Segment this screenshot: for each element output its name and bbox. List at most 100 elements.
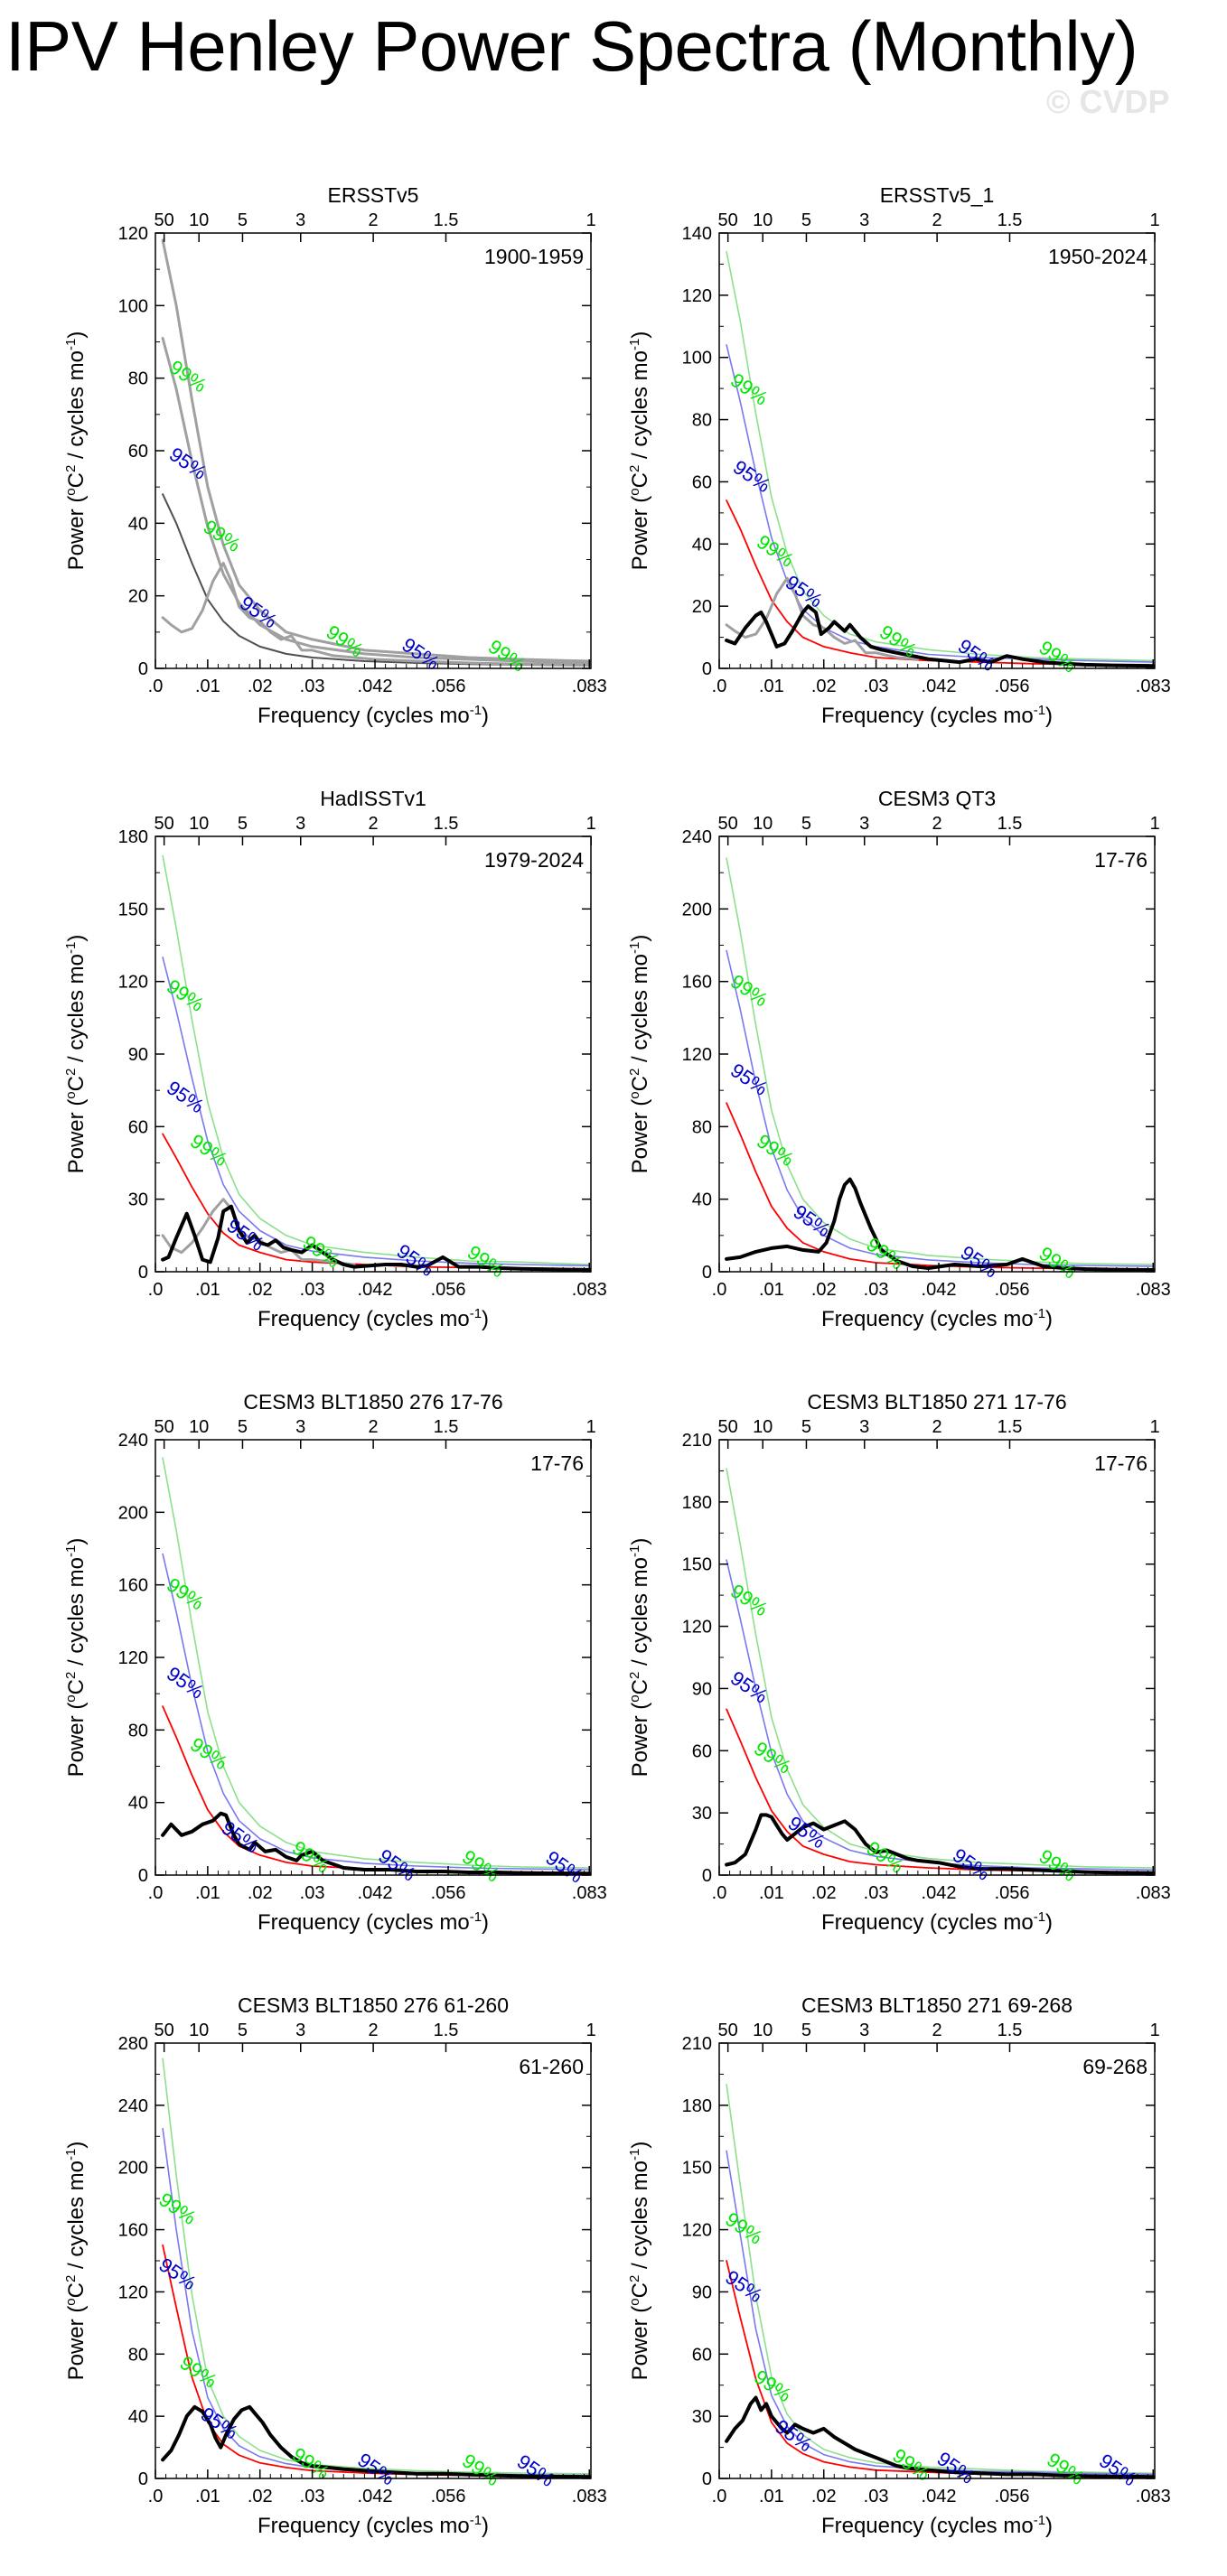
significance-label-95: 95% bbox=[374, 1844, 419, 1886]
top-tick-label: 50 bbox=[155, 210, 174, 230]
top-tick-label: 1.5 bbox=[998, 814, 1023, 834]
panel-period: 69-268 bbox=[1082, 2055, 1147, 2078]
significance-label-99: 99% bbox=[1035, 636, 1080, 677]
y-tick-label: 180 bbox=[682, 2096, 712, 2116]
significance-label-99: 99% bbox=[484, 635, 529, 677]
significance-label-99: 99% bbox=[163, 1573, 208, 1615]
significance-label-95: 95% bbox=[721, 2265, 766, 2307]
y-tick-label: 120 bbox=[118, 973, 148, 993]
x-tick-label: .03 bbox=[300, 677, 325, 696]
panel-period: 17-76 bbox=[1094, 1451, 1147, 1475]
significance-label-95: 95% bbox=[726, 1059, 772, 1100]
significance-label-99: 99% bbox=[753, 1129, 798, 1171]
y-tick-label: 20 bbox=[128, 587, 148, 607]
y-tick-label: 240 bbox=[682, 827, 712, 847]
top-tick-label: 10 bbox=[189, 1417, 209, 1437]
significance-label-95: 95% bbox=[949, 1843, 994, 1885]
top-tick-label: 5 bbox=[801, 2021, 811, 2040]
y-tick-label: 60 bbox=[692, 1741, 712, 1761]
plot-frame bbox=[718, 835, 1156, 1273]
x-axis-label: Frequency (cycles mo-1) bbox=[258, 703, 489, 728]
series-spectrum bbox=[161, 2404, 591, 2478]
x-tick-label: .042 bbox=[358, 2487, 393, 2506]
y-axis-label: Power (oC2 / cycles mo-1) bbox=[627, 2142, 652, 2381]
panel-period: 17-76 bbox=[1094, 848, 1147, 872]
top-tick-label: 2 bbox=[932, 2021, 942, 2040]
spectrum-panel-2: 99%95%99%95%99% 95% 99%.0.01.02.03.042.056… bbox=[627, 183, 1171, 728]
top-tick-label: 1.5 bbox=[434, 1417, 459, 1437]
x-axis-label: Frequency (cycles mo-1) bbox=[821, 1306, 1053, 1331]
significance-label-95: 95% bbox=[163, 1077, 208, 1118]
y-axis-label: Power (oC2 / cycles mo-1) bbox=[63, 331, 89, 571]
x-tick-label: .02 bbox=[811, 1883, 837, 1903]
x-axis-label: Frequency (cycles mo-1) bbox=[821, 1909, 1053, 1935]
top-tick-label: 3 bbox=[859, 210, 869, 230]
x-tick-label: .03 bbox=[864, 1280, 889, 1300]
y-tick-label: 90 bbox=[692, 1679, 712, 1699]
significance-label-95: 95% bbox=[782, 571, 827, 612]
series-99-confidence bbox=[162, 2058, 591, 2475]
y-tick-label: 120 bbox=[118, 224, 148, 244]
panel-title: ERSSTv5_1 bbox=[880, 183, 995, 207]
significance-label-95: 95% bbox=[1095, 2450, 1140, 2491]
significance-label-99: 99% bbox=[1035, 1242, 1080, 1283]
panel-period: 17-76 bbox=[530, 1451, 584, 1475]
x-tick-label: .083 bbox=[1136, 677, 1171, 696]
top-tick-label: 1 bbox=[586, 814, 596, 834]
significance-label-99: 99% bbox=[862, 1233, 907, 1274]
top-tick-label: 50 bbox=[718, 1417, 738, 1437]
y-tick-label: 60 bbox=[128, 442, 148, 462]
x-axis-label: Frequency (cycles mo-1) bbox=[258, 2513, 489, 2538]
series-obs-ref bbox=[161, 1198, 356, 1266]
spectrum-panel-4: 99%95%99%95%99% 95% 99%.0.01.02.03.042.056… bbox=[627, 787, 1171, 1331]
x-tick-label: .0 bbox=[148, 2487, 164, 2506]
x-tick-label: .056 bbox=[431, 1280, 466, 1300]
series-95-confidence bbox=[162, 957, 591, 1267]
top-tick-label: 5 bbox=[238, 1417, 248, 1437]
series-obs-ref bbox=[725, 576, 920, 661]
x-tick-label: .02 bbox=[811, 2487, 837, 2506]
x-tick-label: .083 bbox=[1136, 1883, 1171, 1903]
x-tick-label: .056 bbox=[995, 1280, 1030, 1300]
top-tick-label: 1.5 bbox=[998, 2021, 1023, 2040]
panel-period: 1900-1959 bbox=[484, 245, 584, 268]
y-tick-label: 160 bbox=[118, 2221, 148, 2241]
series-red-noise bbox=[726, 1708, 1155, 1873]
series-99-confidence bbox=[726, 2084, 1155, 2475]
x-tick-label: .03 bbox=[300, 1280, 325, 1300]
top-tick-label: 2 bbox=[932, 1417, 942, 1437]
y-tick-label: 80 bbox=[692, 1117, 712, 1137]
x-tick-label: .083 bbox=[572, 1883, 607, 1903]
x-axis-label: Frequency (cycles mo-1) bbox=[258, 1909, 489, 1935]
spectrum-panel-6: 99%95%99%95%99% 95% 99%.0.01.02.03.042.056… bbox=[627, 1390, 1171, 1935]
x-tick-label: .042 bbox=[358, 1280, 393, 1300]
page-title: IPV Henley Power Spectra (Monthly) bbox=[5, 6, 1138, 86]
x-tick-label: .0 bbox=[712, 1280, 727, 1300]
top-tick-label: 3 bbox=[295, 1417, 305, 1437]
top-tick-label: 3 bbox=[859, 814, 869, 834]
y-tick-label: 0 bbox=[138, 1263, 148, 1283]
x-tick-label: .01 bbox=[759, 1883, 784, 1903]
x-tick-label: .042 bbox=[922, 1280, 957, 1300]
significance-label-95: 95% bbox=[954, 634, 999, 676]
series-spectrum bbox=[725, 604, 1155, 668]
spectrum-panel-1: 99%95%99%95%99% 95% 99%.0.01.02.03.042.056… bbox=[63, 183, 607, 728]
significance-label-95: 95% bbox=[933, 2447, 979, 2488]
y-tick-label: 40 bbox=[692, 535, 712, 555]
y-tick-label: 140 bbox=[682, 224, 712, 244]
significance-label-99: 99% bbox=[155, 2188, 200, 2229]
y-tick-label: 80 bbox=[128, 2345, 148, 2365]
series-spectrum bbox=[161, 1204, 591, 1272]
x-tick-label: .042 bbox=[358, 677, 393, 696]
x-tick-label: .042 bbox=[922, 677, 957, 696]
significance-label-95: 95% bbox=[784, 1812, 829, 1853]
top-tick-label: 2 bbox=[932, 210, 942, 230]
y-tick-label: 40 bbox=[128, 1794, 148, 1814]
y-tick-label: 0 bbox=[702, 2469, 712, 2489]
x-tick-label: .0 bbox=[712, 1883, 727, 1903]
x-tick-label: .0 bbox=[148, 1883, 164, 1903]
y-axis-label: Power (oC2 / cycles mo-1) bbox=[63, 1538, 89, 1778]
top-tick-label: 2 bbox=[369, 210, 379, 230]
series-spectrum bbox=[725, 1813, 1155, 1875]
x-tick-label: .056 bbox=[431, 2487, 466, 2506]
